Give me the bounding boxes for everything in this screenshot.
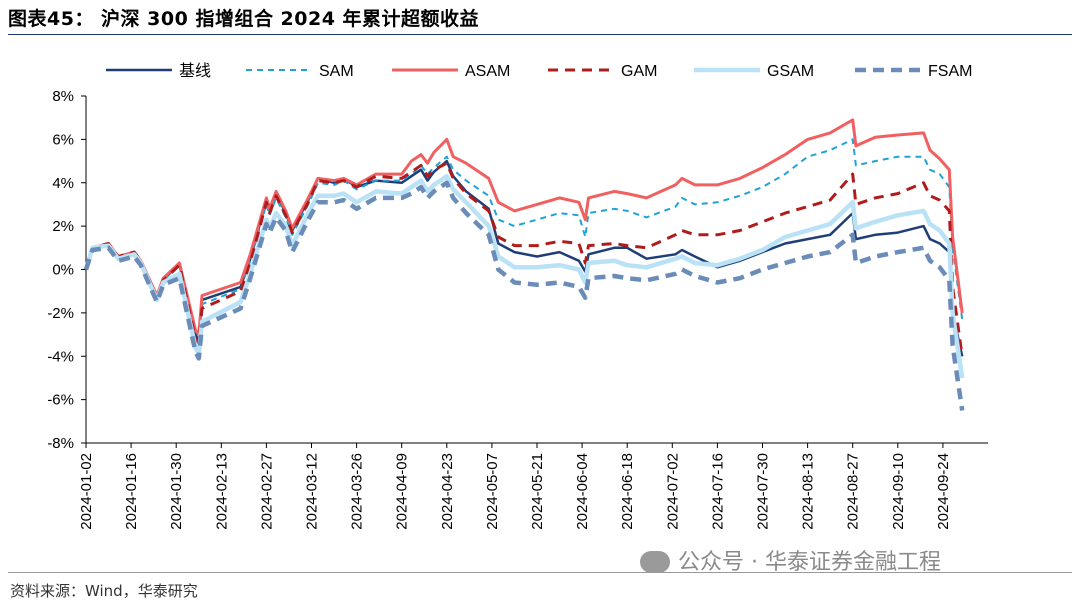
y-tick-label: 4% (52, 175, 74, 192)
legend-label-4: GAM (621, 63, 657, 80)
x-tick-label: 2024-09-24 (935, 453, 952, 530)
x-tick-label: 2024-06-04 (574, 453, 591, 530)
watermark: 公众号 · 华泰证券金融工程 (640, 544, 941, 576)
x-tick-label: 2024-01-16 (123, 453, 140, 530)
x-tick-label: 2024-08-27 (845, 453, 862, 530)
x-tick-label: 2024-01-02 (78, 453, 95, 530)
wechat-icon (640, 551, 670, 573)
x-tick-label: 2024-04-09 (394, 453, 411, 530)
series-line-6 (83, 180, 965, 411)
source-note: 资料来源：Wind，华泰研究 (10, 582, 198, 600)
x-tick-label: 2024-09-10 (890, 453, 907, 530)
legend-label-2: SAM (319, 63, 354, 80)
x-tick-label: 2024-03-26 (349, 453, 366, 530)
y-tick-label: -6% (47, 392, 74, 409)
legend-label-6: FSAM (928, 63, 972, 80)
y-tick-label: -4% (47, 348, 74, 365)
title-rule (8, 34, 1072, 35)
chart-title: 图表45： 沪深 300 指增组合 2024 年累计超额收益 (8, 8, 480, 30)
y-tick-label: 2% (52, 218, 74, 235)
legend-label-3: ASAM (465, 63, 510, 80)
legend-label-5: GSAM (767, 63, 814, 80)
x-tick-label: 2024-01-30 (168, 453, 185, 530)
y-tick-label: 6% (52, 131, 74, 148)
series-line-4 (84, 161, 964, 357)
x-tick-label: 2024-02-27 (258, 453, 275, 530)
watermark-text: 公众号 · 华泰证券金融工程 (678, 550, 941, 575)
x-tick-label: 2024-08-13 (800, 453, 817, 530)
x-tick-label: 2024-05-07 (484, 453, 501, 530)
x-tick-label: 2024-03-12 (304, 453, 321, 530)
x-tick-label: 2024-07-16 (709, 453, 726, 530)
y-tick-label: -2% (47, 305, 74, 322)
series-line-5 (83, 173, 965, 379)
source-rule (8, 572, 1072, 573)
x-tick-label: 2024-06-18 (619, 453, 636, 530)
y-tick-label: 8% (52, 88, 74, 105)
x-tick-label: 2024-07-02 (664, 453, 681, 530)
x-tick-label: 2024-02-13 (213, 453, 230, 530)
x-tick-label: 2024-07-30 (755, 453, 772, 530)
series-line-1 (84, 159, 964, 357)
series-line-2 (85, 138, 964, 358)
x-tick-label: 2024-05-21 (529, 453, 546, 530)
legend-label-1: 基线 (179, 62, 211, 80)
x-tick-label: 2024-04-23 (439, 453, 456, 530)
y-tick-label: 0% (52, 262, 74, 279)
y-tick-label: -8% (47, 435, 74, 452)
